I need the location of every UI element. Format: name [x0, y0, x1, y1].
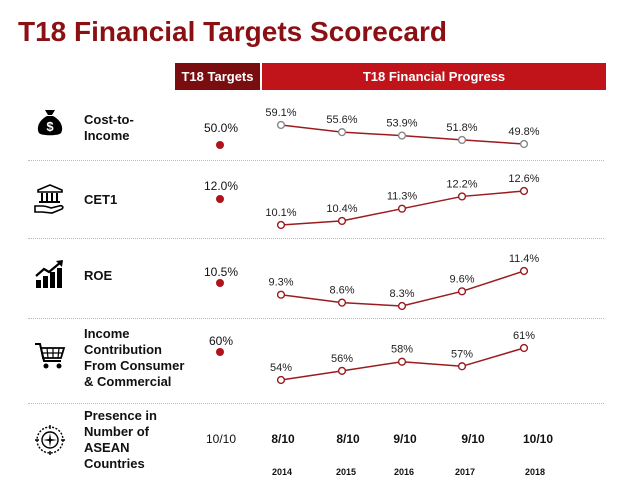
- data-point: [457, 362, 467, 371]
- data-label: 54%: [270, 362, 292, 374]
- page-title: T18 Financial Targets Scorecard: [18, 16, 447, 47]
- data-point: [457, 135, 467, 145]
- data-label: 8.3%: [389, 288, 414, 300]
- data-point: [276, 375, 286, 385]
- target-value: 60%: [208, 334, 234, 348]
- data-label: 11.3%: [387, 191, 418, 203]
- data-point: [397, 357, 407, 366]
- data-label: 56%: [331, 353, 353, 365]
- row-divider: [28, 238, 604, 239]
- progress-header: T18 Financial Progress: [262, 63, 606, 90]
- row-label-presence: Presence in Number of ASEAN Countries: [84, 408, 157, 471]
- presence-value: 9/10: [461, 432, 485, 446]
- data-label: 9.3%: [268, 277, 293, 289]
- data-point: [519, 186, 529, 196]
- data-point: [337, 128, 347, 137]
- target-value: 12.0%: [203, 179, 239, 193]
- data-point: [397, 204, 407, 213]
- shopping-cart-icon: [35, 343, 66, 369]
- presence-value: 10/10: [522, 432, 554, 446]
- data-point: [397, 131, 407, 140]
- data-point: [276, 220, 286, 230]
- target-value: 10.5%: [203, 265, 239, 279]
- data-label: 10.1%: [265, 207, 296, 219]
- data-label: 12.2%: [446, 178, 477, 190]
- year-label: 2016: [393, 467, 415, 477]
- targets-header: T18 Targets: [175, 63, 260, 90]
- data-label: 58%: [391, 344, 413, 356]
- data-label: 59.1%: [265, 107, 296, 119]
- target-dot: [216, 141, 224, 149]
- row-label-cet1: CET1: [84, 192, 118, 207]
- row-divider: [28, 318, 604, 319]
- data-point: [276, 290, 286, 299]
- data-label: 57%: [451, 348, 473, 360]
- year-label: 2018: [524, 467, 546, 477]
- data-point: [276, 120, 286, 130]
- data-label: 11.4%: [509, 253, 540, 265]
- target-dot: [216, 279, 224, 287]
- presence-value: 8/10: [271, 432, 295, 446]
- year-label: 2014: [271, 467, 293, 477]
- presence-value: 9/10: [393, 432, 417, 446]
- data-label: 9.6%: [449, 273, 474, 285]
- row-label-roe: ROE: [84, 268, 113, 283]
- data-label: 51.8%: [446, 122, 477, 134]
- target-value: 10/10: [205, 432, 237, 446]
- row-label-cost-to-income: Cost-to- Income: [84, 112, 134, 143]
- data-label: 53.9%: [386, 118, 417, 130]
- data-label: 10.4%: [326, 203, 357, 215]
- asean-emblem-icon: [35, 425, 65, 455]
- data-label: 49.8%: [508, 126, 539, 138]
- data-point: [337, 366, 347, 375]
- data-point: [397, 301, 407, 311]
- target-value: 50.0%: [203, 121, 239, 135]
- row-label-income-contribution: Income Contribution From Consumer & Comm…: [84, 326, 185, 389]
- data-point: [337, 298, 347, 307]
- data-point: [519, 139, 529, 149]
- data-label: 61%: [513, 330, 535, 342]
- data-label: 55.6%: [326, 114, 357, 126]
- presence-value: 8/10: [336, 432, 360, 446]
- data-point: [337, 216, 347, 226]
- bank-hand-icon: [34, 184, 64, 214]
- money-bag-icon: $: [37, 110, 63, 136]
- year-label: 2017: [454, 467, 476, 477]
- data-point: [457, 192, 467, 201]
- growth-chart-icon: [35, 260, 63, 288]
- row-divider: [28, 160, 604, 161]
- target-dot: [216, 195, 224, 203]
- data-point: [457, 287, 467, 296]
- row-divider: [28, 403, 604, 404]
- year-label: 2015: [335, 467, 357, 477]
- svg-text:$: $: [46, 119, 54, 134]
- data-point: [519, 343, 529, 353]
- data-point: [519, 266, 529, 276]
- target-dot: [216, 348, 224, 356]
- data-label: 8.6%: [329, 285, 354, 297]
- data-label: 12.6%: [508, 173, 539, 185]
